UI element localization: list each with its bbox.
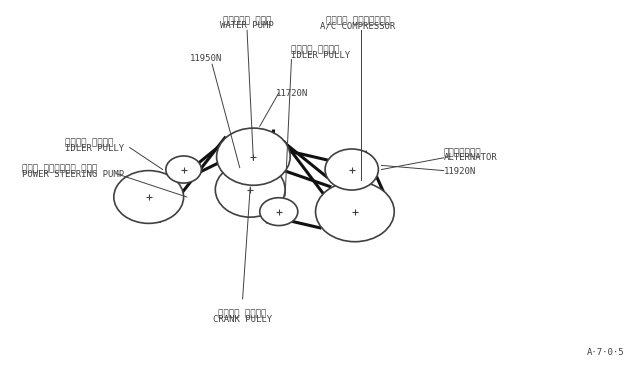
Text: ウォーター ポンプ: ウォーター ポンプ [223, 16, 271, 25]
Ellipse shape [325, 149, 378, 190]
Text: A/C COMPRESSOR: A/C COMPRESSOR [321, 22, 396, 31]
Ellipse shape [216, 128, 290, 185]
Ellipse shape [215, 162, 285, 217]
Text: IDLER PULLY: IDLER PULLY [65, 144, 124, 153]
Text: A·7·0·5: A·7·0·5 [587, 348, 625, 357]
Text: 11920N: 11920N [444, 167, 476, 176]
Text: IDLER PULLY: IDLER PULLY [291, 51, 351, 60]
Ellipse shape [260, 198, 298, 225]
Text: オルタネーター: オルタネーター [444, 148, 481, 157]
Text: ALTERNATOR: ALTERNATOR [444, 153, 497, 162]
Text: 11950N: 11950N [190, 54, 222, 63]
Ellipse shape [114, 171, 184, 223]
Text: クランク プーリー: クランク プーリー [218, 309, 267, 318]
Text: WATER PUMP: WATER PUMP [220, 22, 274, 31]
Text: CRANK PULLY: CRANK PULLY [213, 315, 272, 324]
Text: POWER STEERING PUMP: POWER STEERING PUMP [22, 170, 124, 179]
Text: エアコン コンプレッサー: エアコン コンプレッサー [326, 16, 390, 25]
Text: パワー ステアリング ポンプ: パワー ステアリング ポンプ [22, 164, 97, 173]
Text: 11720N: 11720N [276, 89, 308, 98]
Ellipse shape [316, 182, 394, 242]
Text: アイドラ プーリー: アイドラ プーリー [65, 139, 113, 148]
Ellipse shape [166, 156, 202, 183]
Text: アイドラ プーリー: アイドラ プーリー [291, 45, 340, 54]
